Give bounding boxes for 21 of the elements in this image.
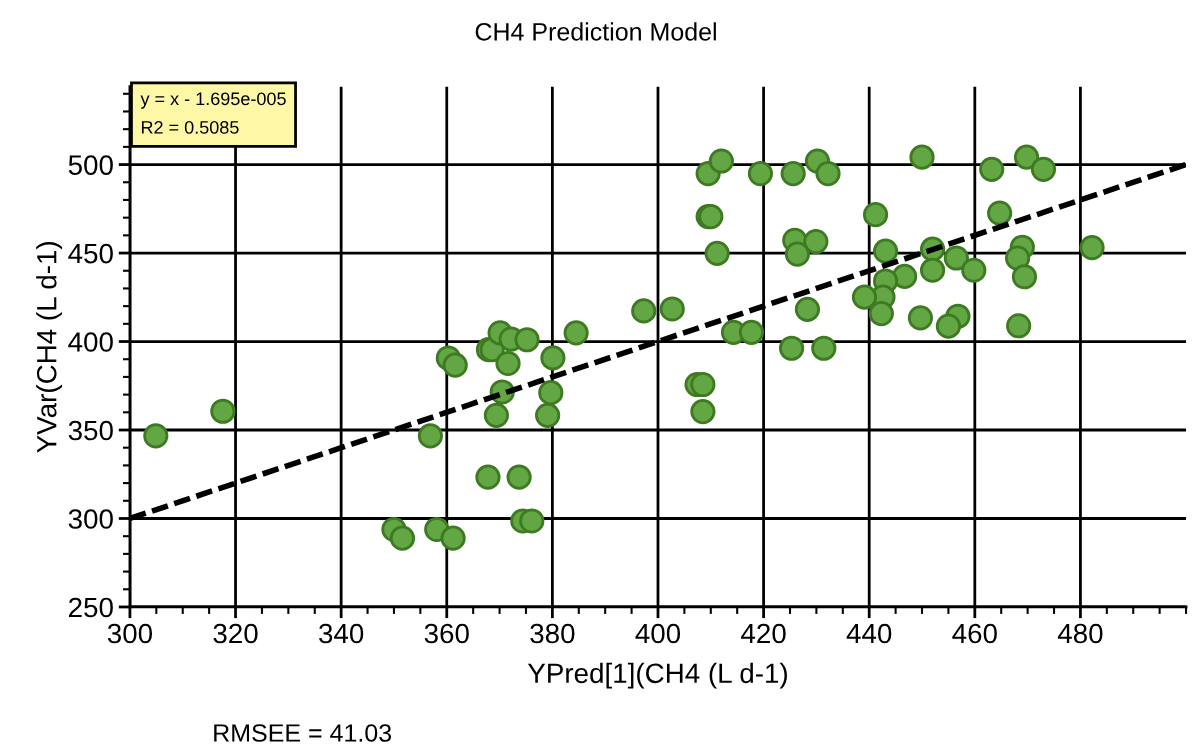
x-axis-title: YPred[1](CH4 (L d-1) xyxy=(527,662,787,689)
x-tick-label: 340 xyxy=(319,623,364,644)
chart-title: CH4 Prediction Model xyxy=(475,22,716,41)
x-tick-label: 480 xyxy=(1057,623,1103,644)
x-tick-label: 380 xyxy=(530,623,575,644)
y-tick-label: 350 xyxy=(68,420,113,441)
x-tick-label: 360 xyxy=(424,623,469,644)
y-tick-label: 300 xyxy=(68,509,113,529)
x-tick-label: 400 xyxy=(635,623,681,644)
text: RMSEE = 41.03 xyxy=(214,724,392,742)
x-tick-label: 300 xyxy=(107,623,153,644)
x-tick-label: 440 xyxy=(846,623,892,644)
y-tick-label: 400 xyxy=(68,332,113,352)
annotation: y = x - 1.695e-005 R2 = 0.5085 xyxy=(140,92,286,134)
x-tick-label: 420 xyxy=(741,623,786,644)
x-tick-label: 320 xyxy=(213,623,258,644)
x-tick-label: 460 xyxy=(952,623,997,644)
y-tick-label: 450 xyxy=(68,243,113,264)
y-tick-label: 500 xyxy=(68,155,113,175)
y-axis-title: YVar(CH4 (L d-1) xyxy=(36,242,63,453)
y-tick-label: 250 xyxy=(69,597,113,618)
